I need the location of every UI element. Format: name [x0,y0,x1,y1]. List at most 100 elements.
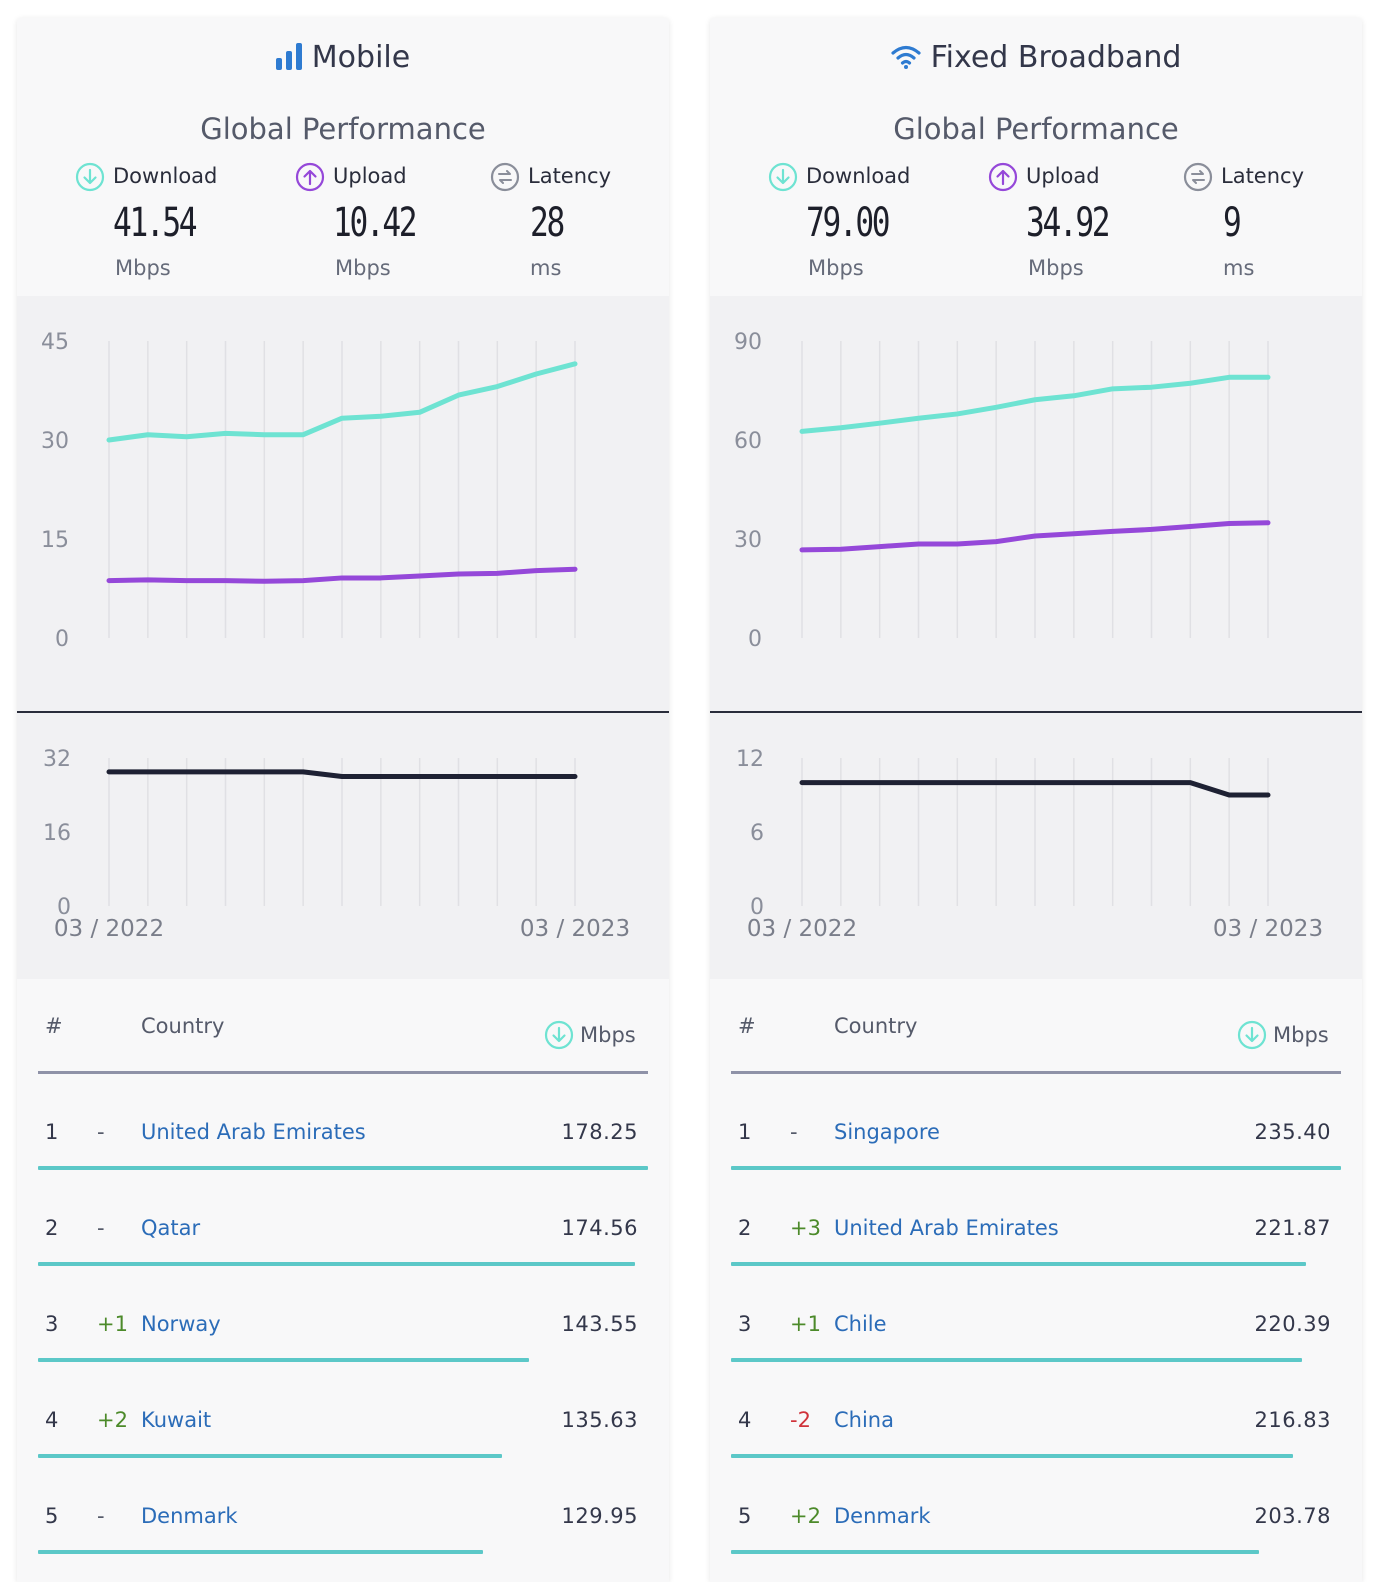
x-tick-label: 03 / 2023 [1213,916,1323,942]
latency-icon [1183,162,1213,196]
latency-line [799,780,1271,798]
metric-unit: Mbps [1028,256,1084,280]
x-tick-label: 03 / 2022 [747,916,857,942]
table-header: # Country Mbps [710,1008,1362,1072]
x-tick-label: 03 / 2023 [520,916,630,942]
y-tick-label: 90 [734,330,762,355]
table-row: 2 - Qatar 174.56 [17,1200,669,1296]
metric-unit: Mbps [115,256,171,280]
row-country-link[interactable]: Chile [834,1312,887,1336]
y-tick-label: 0 [750,895,764,920]
table-header-divider [731,1071,1341,1074]
row-country-link[interactable]: Norway [141,1312,221,1336]
row-rank: 3 [45,1312,59,1336]
table-header-divider [38,1071,648,1074]
y-tick-label: 0 [57,895,71,920]
row-country-link[interactable]: Denmark [141,1504,238,1528]
metric-value: 79.00 [806,200,891,246]
row-value: 135.63 [561,1408,638,1432]
row-value: 143.55 [561,1312,638,1336]
y-tick-label: 60 [734,429,762,454]
row-rank: 2 [45,1216,59,1240]
row-country-link[interactable]: United Arab Emirates [141,1120,366,1144]
table-row: 2 +3 United Arab Emirates 221.87 [710,1200,1362,1296]
row-value-bar [38,1166,648,1170]
row-value-bar [38,1550,483,1554]
header-country: Country [141,1014,225,1038]
y-tick-label: 32 [43,747,71,772]
metric-unit: Mbps [808,256,864,280]
metric-label: Download [113,164,218,188]
upload-arrow-icon [988,162,1018,196]
table-row: 1 - Singapore 235.40 [710,1104,1362,1200]
row-rank-change: - [97,1120,105,1144]
latency-icon [490,162,520,196]
metric-unit: ms [1223,256,1255,280]
y-tick-label: 6 [750,821,764,846]
mobile-panel: Mobile Global Performance Download 41.54… [17,18,669,1582]
row-rank: 5 [45,1504,59,1528]
row-value-bar [731,1550,1259,1554]
row-value: 221.87 [1254,1216,1331,1240]
row-value-bar [38,1454,502,1458]
row-rank: 3 [738,1312,752,1336]
row-rank-change: +2 [97,1408,128,1432]
row-value: 178.25 [561,1120,638,1144]
row-value: 235.40 [1254,1120,1331,1144]
download-arrow-icon [544,1020,574,1055]
chart-background [17,296,669,979]
metric-label: Latency [1221,164,1305,188]
metric-value: 10.42 [333,200,418,246]
y-tick-label: 16 [43,821,71,846]
table-row: 3 +1 Norway 143.55 [17,1296,669,1392]
metric-value: 34.92 [1026,200,1111,246]
row-value-bar [731,1454,1293,1458]
chart-divider [17,711,669,713]
y-tick-label: 0 [55,627,69,652]
fixed-broadband-panel: Fixed Broadband Global Performance Downl… [710,18,1362,1582]
row-rank-change: - [97,1504,105,1528]
row-country-link[interactable]: Singapore [834,1120,940,1144]
row-rank: 1 [45,1120,59,1144]
signal-bars-icon [275,42,302,78]
row-country-link[interactable]: Qatar [141,1216,201,1240]
y-tick-label: 30 [734,528,762,553]
row-country-link[interactable]: United Arab Emirates [834,1216,1059,1240]
row-rank-change: +3 [790,1216,821,1240]
row-value-bar [38,1358,529,1362]
row-rank-change: -2 [790,1408,811,1432]
metric-label: Upload [1026,164,1100,188]
panel-subtitle: Global Performance [893,112,1179,146]
row-value-bar [731,1166,1341,1170]
row-rank-change: - [790,1120,798,1144]
table-row: 1 - United Arab Emirates 178.25 [17,1104,669,1200]
row-value-bar [38,1262,635,1266]
row-value: 203.78 [1254,1504,1331,1528]
row-value: 129.95 [561,1504,638,1528]
table-row: 4 +2 Kuwait 135.63 [17,1392,669,1488]
download-line [799,374,1271,434]
y-tick-label: 30 [41,429,69,454]
metric-value: 9 [1223,200,1242,246]
chart-background [710,296,1362,979]
row-value-bar [731,1358,1302,1362]
metric-value: 28 [530,200,565,246]
row-rank-change: +1 [97,1312,128,1336]
row-country-link[interactable]: China [834,1408,894,1432]
row-country-link[interactable]: Denmark [834,1504,931,1528]
y-tick-label: 15 [41,528,69,553]
panel-title: Mobile [17,40,669,78]
y-tick-label: 12 [736,747,764,772]
download-arrow-icon [75,162,105,196]
row-rank-change: +2 [790,1504,821,1528]
metric-unit: ms [530,256,562,280]
y-tick-label: 45 [41,330,69,355]
table-row: 3 +1 Chile 220.39 [710,1296,1362,1392]
chart-divider [710,711,1362,713]
table-row: 4 -2 China 216.83 [710,1392,1362,1488]
latency-line [106,769,578,779]
performance-chart: 0 15 30 45 0 16 32 03 / 2022 03 / 2023 [41,330,630,942]
upload-line [106,566,578,584]
row-country-link[interactable]: Kuwait [141,1408,212,1432]
panel-title: Fixed Broadband [710,40,1362,78]
